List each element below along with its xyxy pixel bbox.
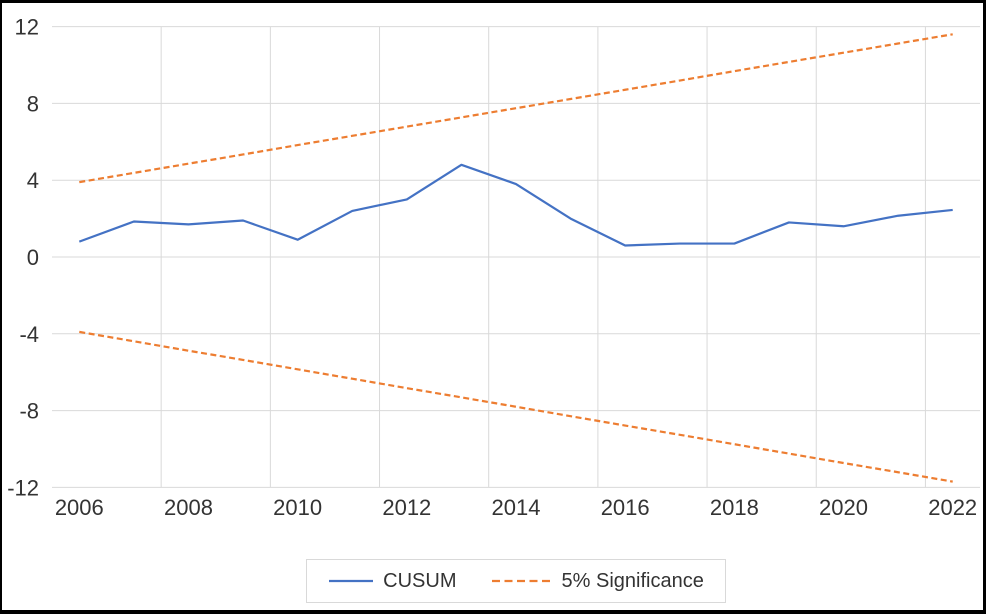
legend-item-cusum: CUSUM xyxy=(328,569,457,593)
legend: CUSUM 5% Significance xyxy=(306,559,726,603)
legend-label-significance: 5% Significance xyxy=(561,569,704,592)
y-axis-tick-label: -8 xyxy=(19,399,39,424)
x-axis-tick-label: 2022 xyxy=(928,495,977,520)
y-axis-tick-label: -12 xyxy=(7,475,39,500)
y-axis-tick-label: -4 xyxy=(19,322,39,347)
significance-line-sample xyxy=(491,579,552,583)
plot-area: 12 8 4 0 -4 -8 -12 2006 2008 2010 2012 2014 2016 2018… xyxy=(7,15,980,520)
cusum-line-sample xyxy=(329,579,374,583)
x-axis-tick-label: 2010 xyxy=(273,495,322,520)
y-axis-tick-label: 12 xyxy=(15,15,39,40)
x-axis-tick-label: 2014 xyxy=(492,495,541,520)
legend-label-cusum: CUSUM xyxy=(383,569,457,592)
x-axis-tick-label: 2012 xyxy=(382,495,431,520)
5-significance-lower-bound-line xyxy=(79,330,953,483)
5-significance-upper-bound-line xyxy=(79,33,953,184)
x-axis-tick-label: 2016 xyxy=(601,495,650,520)
x-axis-tick-label: 2020 xyxy=(819,495,868,520)
y-axis-tick-label: 4 xyxy=(27,168,39,193)
x-axis-tick-label: 2018 xyxy=(710,495,759,520)
x-axis-tick-label: 2008 xyxy=(164,495,213,520)
y-axis-tick-label: 0 xyxy=(27,245,39,270)
legend-item-significance: 5% Significance xyxy=(491,570,704,593)
x-axis-tick-label: 2006 xyxy=(55,495,104,520)
y-axis-tick-label: 8 xyxy=(27,91,39,116)
cusum-line xyxy=(78,163,953,247)
